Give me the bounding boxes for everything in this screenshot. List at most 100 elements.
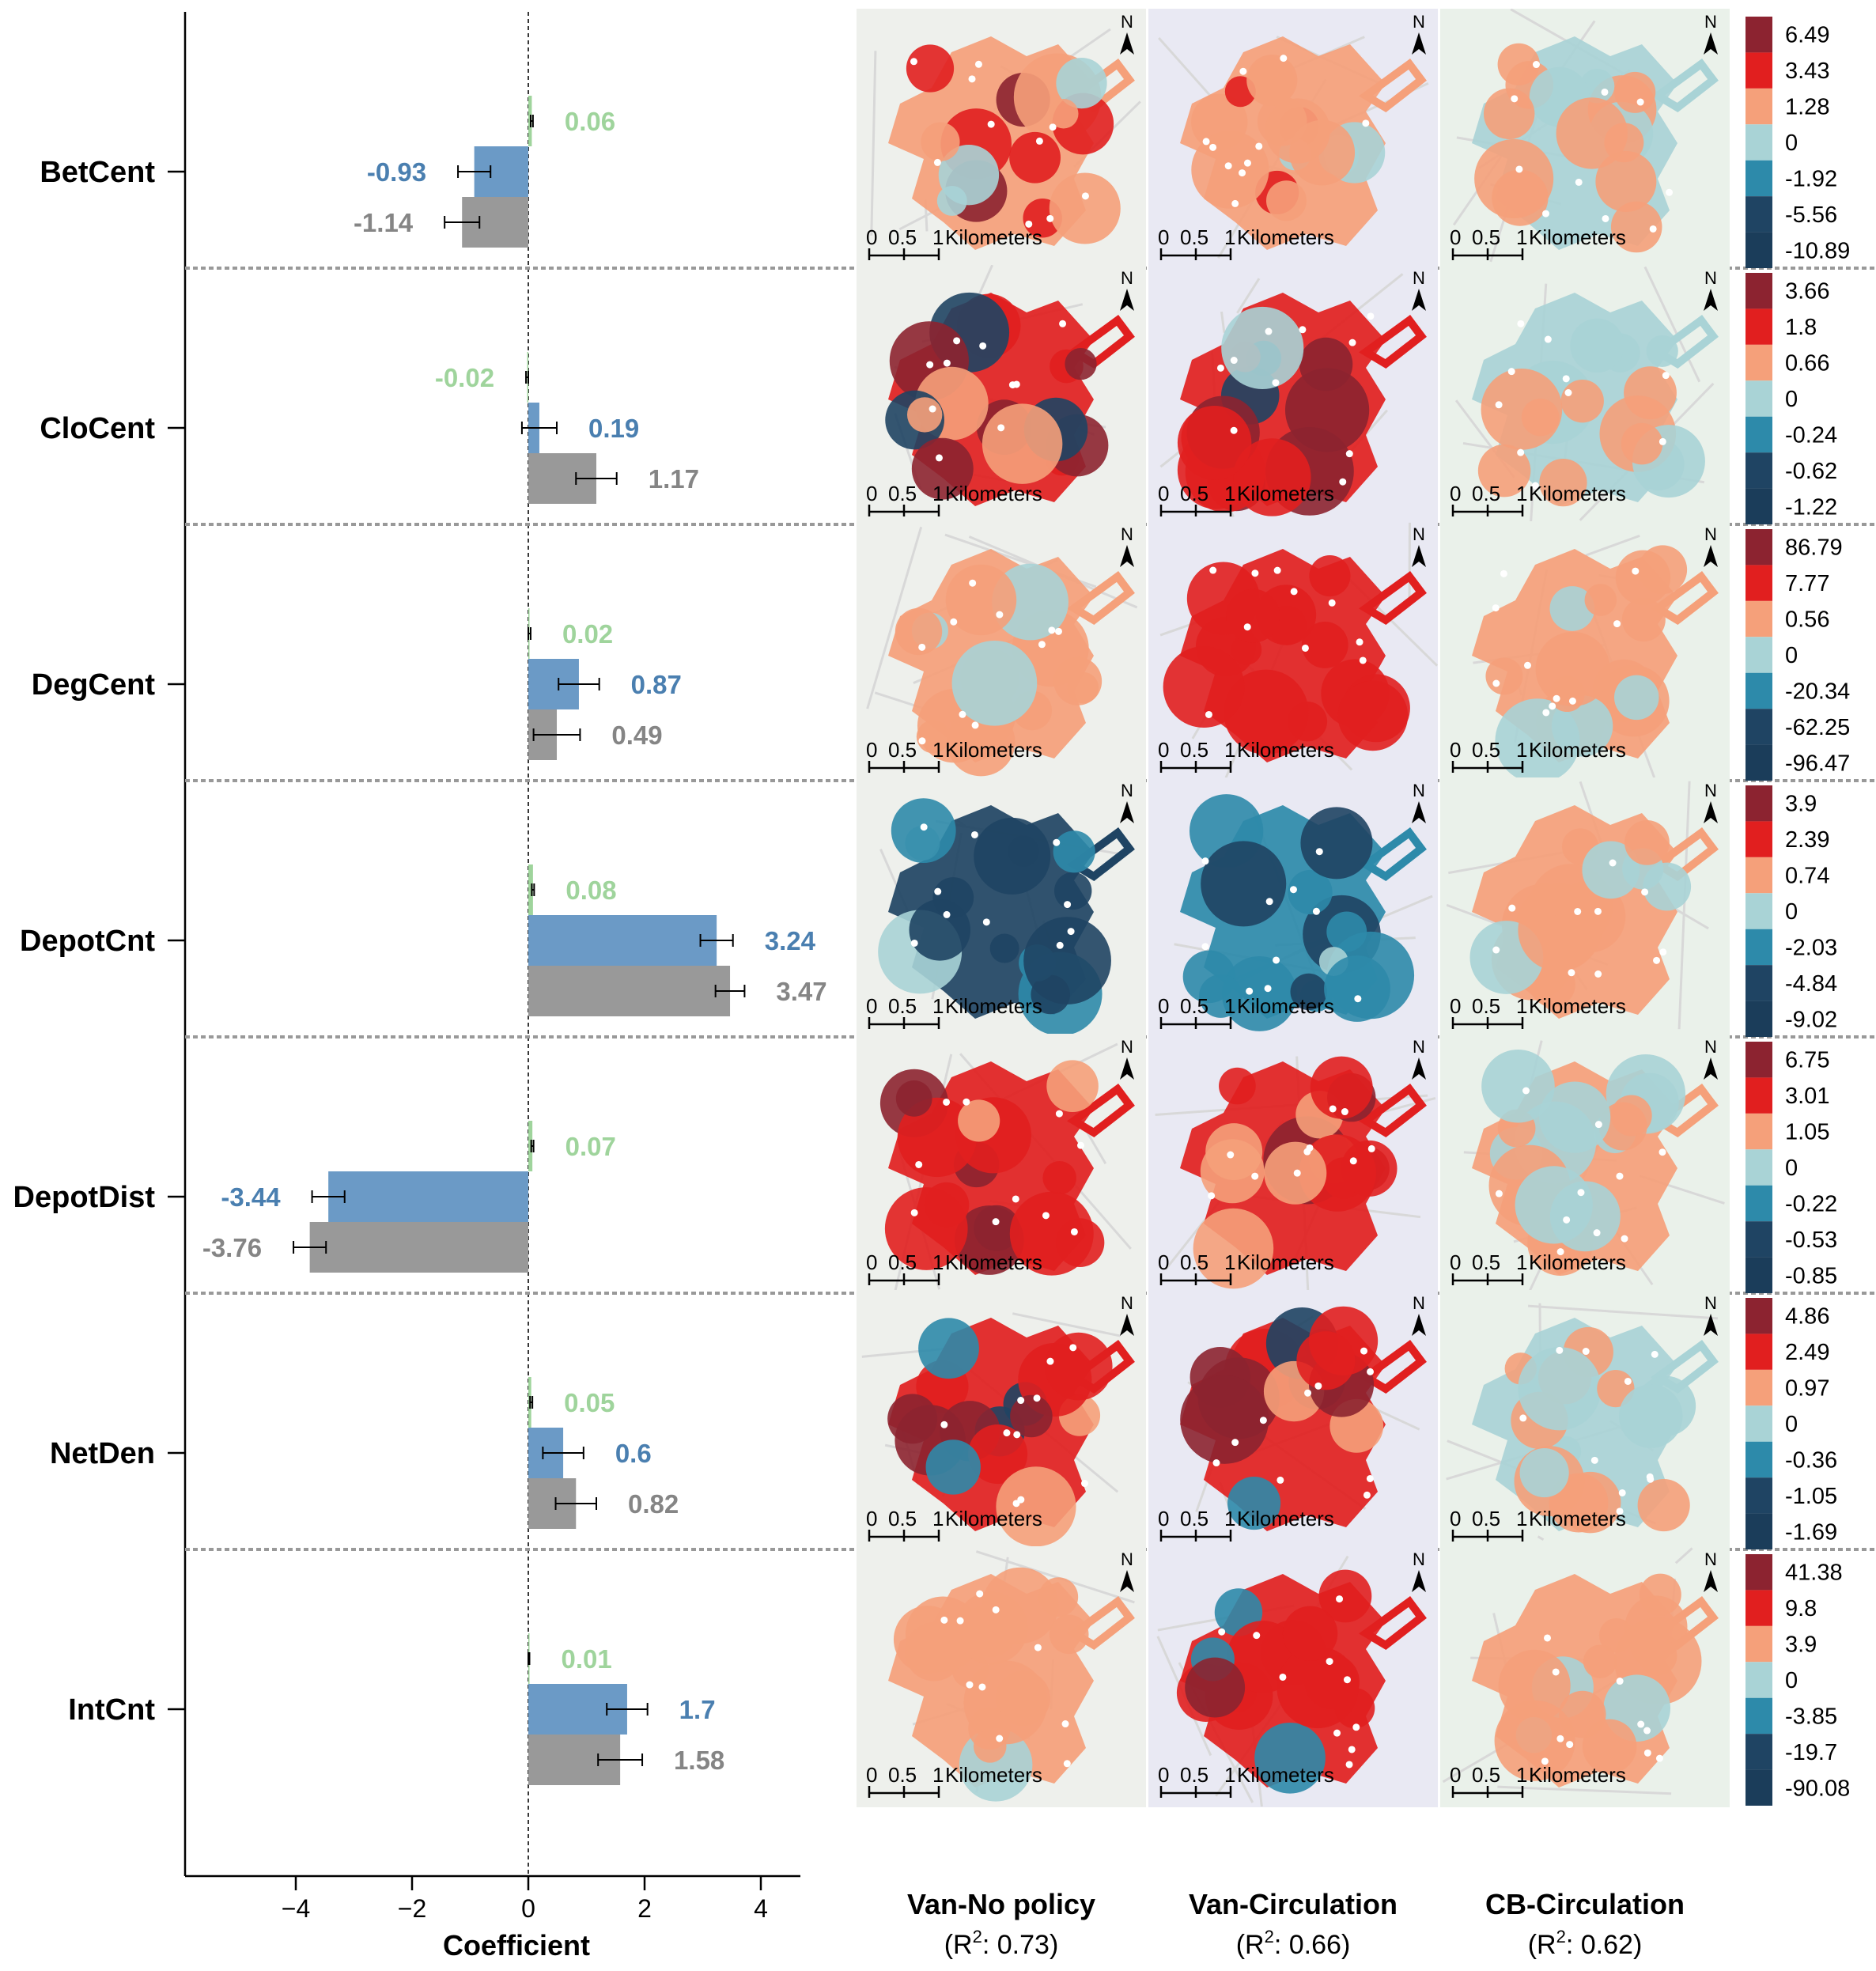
- map-hole: [1543, 1634, 1551, 1642]
- colorbar-label: 0.66: [1785, 351, 1829, 376]
- map-hole: [1277, 1476, 1284, 1484]
- map-hole: [1212, 1459, 1220, 1467]
- map-region: [1519, 1448, 1569, 1498]
- map-hole: [1594, 970, 1602, 978]
- map-region: [911, 437, 974, 500]
- scale-label: 0: [1450, 1763, 1461, 1787]
- scale-label: 0: [866, 482, 877, 505]
- north-arrow-icon: [1412, 289, 1426, 311]
- map-hole: [1202, 138, 1210, 146]
- map-hole: [943, 359, 951, 367]
- y-tick-label: DepotDist: [13, 1181, 156, 1214]
- scale-label: 0.5: [1180, 225, 1208, 249]
- scale-label: 0: [866, 225, 877, 249]
- colorbar-label: -0.22: [1785, 1191, 1837, 1216]
- map-region: [1221, 955, 1297, 1031]
- map-road: [1012, 1312, 1121, 1337]
- map-road: [1220, 311, 1226, 333]
- map-hole: [950, 618, 958, 626]
- map-hole: [943, 1098, 951, 1106]
- scale-unit-label: Kilometers: [1237, 482, 1334, 505]
- map-region: [1066, 827, 1135, 882]
- map-hole: [1641, 888, 1649, 896]
- scale-label: 1: [1516, 1763, 1527, 1787]
- map-region: [1300, 807, 1373, 880]
- map-hole: [1033, 1394, 1041, 1402]
- map-region: [1650, 59, 1719, 113]
- north-label: N: [1704, 1549, 1717, 1569]
- map-region: [1023, 917, 1111, 1004]
- map-hole: [1343, 1676, 1351, 1684]
- colorbar-segment: [1746, 1257, 1772, 1293]
- scale-label: 1: [1516, 225, 1527, 249]
- scale-label: 0.5: [1472, 994, 1500, 1018]
- map-region: [1324, 955, 1390, 1022]
- data-label: 0.05: [564, 1388, 615, 1417]
- map-region: [1053, 872, 1092, 910]
- map-hole: [1360, 1347, 1368, 1355]
- map-hole: [1218, 1628, 1226, 1636]
- colorbar-label: 3.66: [1785, 279, 1829, 305]
- map-region: [1639, 1573, 1681, 1616]
- map-hole: [978, 1683, 986, 1691]
- map-region: [1358, 1084, 1427, 1138]
- map-region: [1483, 88, 1535, 140]
- map-region: [1358, 315, 1427, 369]
- colorbar-segment: [1746, 488, 1772, 524]
- map-hole: [1341, 1108, 1348, 1116]
- north-label: N: [1413, 1293, 1425, 1313]
- colorbar-segment: [1746, 785, 1772, 822]
- north-arrow-icon: [1412, 1314, 1426, 1336]
- colorbar-segment: [1746, 1441, 1772, 1478]
- map-region: [1288, 869, 1333, 915]
- map-hole: [1046, 1357, 1054, 1365]
- map-hole: [1602, 214, 1609, 222]
- map-region: [906, 44, 955, 93]
- scale-label: 1: [1224, 994, 1235, 1018]
- map-region: [1621, 422, 1663, 465]
- colorbar-segment: [1746, 893, 1772, 929]
- map-hole: [1003, 1429, 1011, 1437]
- y-tick-label: BetCent: [40, 156, 155, 189]
- map-region: [1010, 1394, 1053, 1438]
- map-region: [1613, 675, 1659, 721]
- scale-unit-label: Kilometers: [1529, 225, 1626, 249]
- north-label: N: [1413, 524, 1425, 544]
- map-hole: [1549, 702, 1556, 710]
- map-hole: [968, 75, 976, 83]
- map-hole: [1053, 838, 1061, 846]
- map-hole: [1348, 1746, 1356, 1753]
- north-arrow-icon: [1120, 801, 1134, 823]
- map-panel-cell: N 0 0.5 1 Kilometers: [1440, 1290, 1730, 1551]
- colorbar-label: 3.01: [1785, 1084, 1829, 1109]
- scale-label: 1: [1224, 1507, 1235, 1530]
- map-hole: [1594, 1121, 1602, 1129]
- map-hole: [926, 361, 934, 369]
- y-tick-label: NetDen: [50, 1437, 155, 1470]
- map-hole: [1046, 214, 1054, 222]
- map-hole: [1059, 320, 1067, 327]
- map-hole: [1517, 448, 1525, 456]
- map-hole: [1345, 450, 1353, 458]
- colorbar-label: 3.9: [1785, 1632, 1817, 1658]
- map-hole: [1264, 985, 1272, 993]
- map-panel-cell: N 0 0.5 1 Kilometers: [1440, 265, 1730, 526]
- map-hole: [1035, 137, 1043, 145]
- colorbar-label: -0.62: [1785, 459, 1837, 484]
- map-region: [1549, 586, 1595, 631]
- map-region: [1193, 1208, 1274, 1289]
- data-label: -0.93: [367, 157, 426, 187]
- map-hole: [1562, 375, 1570, 383]
- map-region: [916, 720, 950, 754]
- map-road: [1236, 278, 1261, 314]
- map-hole: [918, 643, 926, 651]
- colorbar-segment: [1746, 1334, 1772, 1370]
- scale-unit-label: Kilometers: [1237, 225, 1334, 249]
- column-title-row: Van-No policy (R2: 0.73) Van-Circulation (R…: [907, 1888, 1685, 1960]
- scale-unit-label: Kilometers: [945, 738, 1042, 762]
- map-hole: [1239, 169, 1246, 177]
- map-hole: [992, 1218, 1000, 1226]
- map-hole: [1067, 928, 1075, 936]
- colorbar-segment: [1746, 344, 1772, 381]
